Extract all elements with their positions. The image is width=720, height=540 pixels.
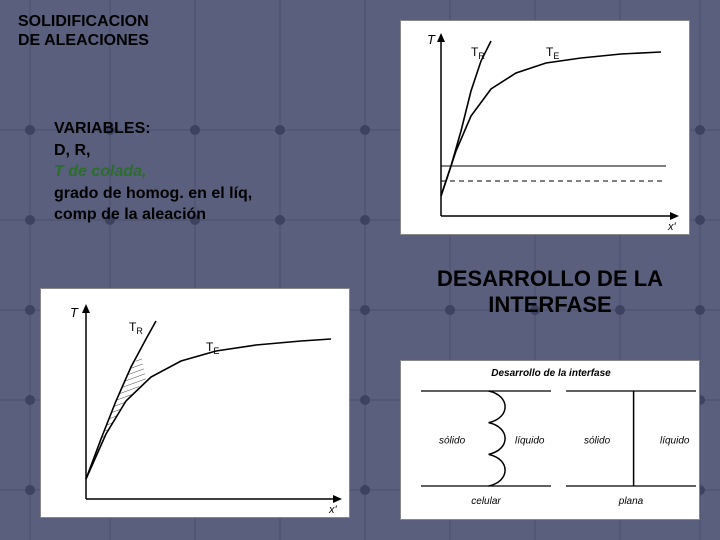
svg-text:sólido: sólido bbox=[439, 435, 466, 446]
chart-top-right: Tx' TR TE bbox=[400, 20, 690, 235]
svg-text:Desarrollo de la interfase: Desarrollo de la interfase bbox=[491, 368, 611, 379]
variables-line-1: D, R, bbox=[54, 140, 252, 162]
svg-text:TR: TR bbox=[471, 45, 485, 61]
section-title-line-1: DESARROLLO DE LA bbox=[400, 266, 700, 292]
variables-line-4: comp de la aleación bbox=[54, 204, 252, 226]
section-title-line-2: INTERFASE bbox=[400, 292, 700, 318]
title-line-2: DE ALEACIONES bbox=[18, 31, 149, 50]
interface-diagram: Desarrollo de la interfase sólido líquido c… bbox=[400, 360, 700, 520]
variables-heading: VARIABLES: bbox=[54, 118, 252, 140]
svg-text:celular: celular bbox=[471, 496, 501, 507]
svg-text:TE: TE bbox=[206, 340, 219, 356]
title-line-1: SOLIDIFICACION bbox=[18, 12, 149, 31]
svg-text:líquido: líquido bbox=[515, 435, 545, 446]
variables-line-2: T de colada, bbox=[54, 161, 252, 183]
chart-bottom-left: Tx' TR TE bbox=[40, 288, 350, 518]
svg-text:TE: TE bbox=[546, 45, 559, 61]
svg-text:TR: TR bbox=[129, 320, 143, 336]
svg-text:T: T bbox=[427, 32, 436, 47]
svg-text:T: T bbox=[70, 305, 79, 320]
variables-block: VARIABLES: D, R, T de colada, grado de h… bbox=[54, 118, 252, 226]
svg-text:x': x' bbox=[328, 504, 338, 516]
variables-line-3: grado de homog. en el líq, bbox=[54, 183, 252, 205]
svg-text:plana: plana bbox=[618, 496, 644, 507]
svg-text:líquido: líquido bbox=[660, 435, 690, 446]
svg-text:x': x' bbox=[667, 221, 677, 233]
section-title: DESARROLLO DE LA INTERFASE bbox=[400, 266, 700, 319]
svg-text:sólido: sólido bbox=[584, 435, 611, 446]
slide-title: SOLIDIFICACION DE ALEACIONES bbox=[18, 12, 149, 50]
